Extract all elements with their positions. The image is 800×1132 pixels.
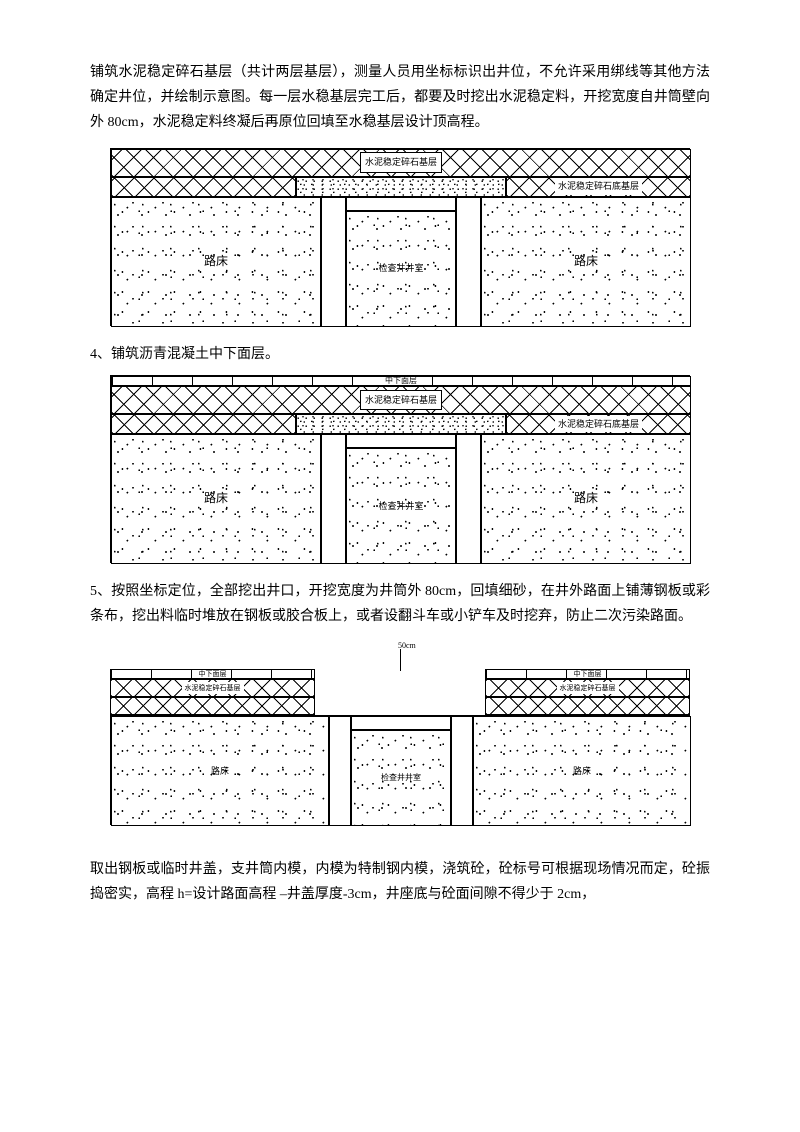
d1-subbase-left <box>111 177 296 197</box>
intro-paragraph: 铺筑水泥稳定碎石基层（共计两层基层），测量人员用坐标标识出井位，不允许采用绑线等… <box>90 60 710 136</box>
d1-roadbed-left-label: 路床 <box>204 251 228 273</box>
d2-top-label2: 水泥稳定碎石基层 <box>360 390 442 410</box>
d1-base-layer-upper: 水泥稳定碎石基层 <box>111 149 691 177</box>
d1-chamber-cap <box>346 197 456 211</box>
section-4-title: 4、铺筑沥青混凝土中下面层。 <box>90 342 710 367</box>
d3-right-midlabel: 水泥稳定碎石基层 <box>557 682 619 695</box>
d3-left-h2 <box>110 697 315 715</box>
diagram-1: 水泥稳定碎石基层 水泥稳定碎石底基层 路床 检查井井室 路床 <box>110 148 690 326</box>
d3-chamber: 检查井井室 <box>351 730 451 826</box>
d1-top-label: 水泥稳定碎石基层 <box>360 152 442 172</box>
d2-chamber-cap <box>346 434 456 448</box>
d3-left-toplabel: 中下面层 <box>196 669 230 679</box>
d2-base-layer-upper: 水泥稳定碎石基层 <box>111 386 691 414</box>
d3-chamber-label: 检查井井室 <box>381 771 421 785</box>
d1-roadbed-left: 路床 <box>111 197 321 327</box>
d3-roadbed-right: 路床 <box>473 716 691 826</box>
d2-subbase-right: 水泥稳定碎石底基层 <box>506 414 691 434</box>
d2-roadbed-right-label: 路床 <box>574 488 598 510</box>
d3-left-midlabel: 水泥稳定碎石基层 <box>182 682 244 695</box>
d3-chamber-cap <box>351 716 451 730</box>
d2-chamber-label: 检查井井室 <box>378 498 423 514</box>
d1-roadbed-right: 路床 <box>481 197 691 327</box>
diagram-2: 中下面层 水泥稳定碎石基层 水泥稳定碎石底基层 路床 检查井井室 路床 <box>110 375 690 563</box>
d1-roadbed-right-label: 路床 <box>574 251 598 273</box>
d3-wall-left <box>329 716 351 826</box>
d2-top-label1: 中下面层 <box>382 376 420 386</box>
d2-top-layer: 中下面层 <box>111 376 691 386</box>
d1-wall-left <box>321 197 346 327</box>
d3-right-toplabel: 中下面层 <box>571 669 605 679</box>
d1-concrete-fill <box>296 177 506 197</box>
d3-right-h2 <box>485 697 690 715</box>
d2-roadbed-right: 路床 <box>481 434 691 564</box>
d1-right-label: 水泥稳定碎石底基层 <box>555 178 642 194</box>
d2-subbase-left <box>111 414 296 434</box>
d3-left-h1: 水泥稳定碎石基层 <box>110 679 315 697</box>
d2-chamber: 检查井井室 <box>346 448 456 564</box>
d3-roadbed-left: 路床 <box>111 716 329 826</box>
section-5-paragraph: 5、按照坐标定位，全部挖出井口，开挖宽度为井筒外 80cm，回填细砂，在井外路面… <box>90 579 710 629</box>
d1-subbase-right: 水泥稳定碎石底基层 <box>506 177 691 197</box>
d3-wall-right <box>451 716 473 826</box>
d1-chamber: 检查井井室 <box>346 211 456 327</box>
d3-dim-line <box>400 649 401 671</box>
d3-right-top: 中下面层 <box>485 669 690 679</box>
d1-wall-right <box>456 197 481 327</box>
d3-left-top: 中下面层 <box>110 669 315 679</box>
d3-right-h1: 水泥稳定碎石基层 <box>485 679 690 697</box>
d3-roadbed-left-label: 路床 <box>211 763 229 779</box>
d3-roadbed-right-label: 路床 <box>573 763 591 779</box>
diagram-3: 50cm 中下面层 水泥稳定碎石基层 中下面层 水泥稳定碎石基层 路床 检查井井… <box>110 641 690 841</box>
d2-roadbed-left: 路床 <box>111 434 321 564</box>
d2-wall-right <box>456 434 481 564</box>
last-paragraph: 取出钢板或临时井盖，支井筒内模，内模为特制钢内模，浇筑砼，砼标号可根据现场情况而… <box>90 857 710 907</box>
d1-chamber-label: 检查井井室 <box>378 260 423 276</box>
d2-wall-left <box>321 434 346 564</box>
d2-roadbed-left-label: 路床 <box>204 488 228 510</box>
d2-right-label: 水泥稳定碎石底基层 <box>555 416 642 432</box>
d2-concrete-fill <box>296 414 506 434</box>
